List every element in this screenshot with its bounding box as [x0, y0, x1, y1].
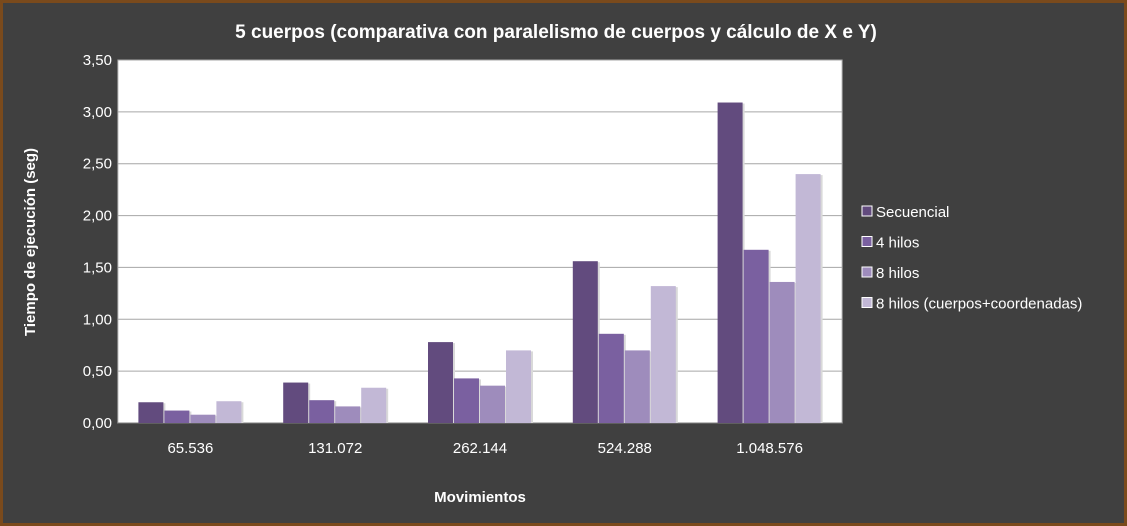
- y-axis-label: Tiempo de ejecución (seg): [22, 148, 39, 336]
- y-tick-label: 1,50: [83, 259, 112, 276]
- bar: [428, 342, 453, 423]
- bar: [650, 286, 676, 423]
- y-tick-label: 2,50: [83, 156, 112, 173]
- x-tick-label: 131.072: [308, 440, 362, 457]
- y-tick-label: 0,00: [83, 415, 112, 432]
- y-tick-label: 0,50: [83, 363, 112, 380]
- x-tick-label: 262.144: [453, 440, 507, 457]
- legend-swatch: [861, 236, 873, 247]
- bar: [624, 350, 650, 423]
- x-axis-label: Movimientos: [434, 489, 526, 506]
- legend-label: 8 hilos (cuerpos+coordenadas): [876, 296, 1082, 313]
- bar: [138, 402, 164, 423]
- legend-label: Secuencial: [876, 204, 949, 221]
- x-tick-label: 1.048.576: [736, 440, 803, 457]
- y-axis-ticks: 0,00 0,50 1,00 1,50 2,00 2,50 3,00 3,50: [83, 52, 112, 432]
- y-tick-label: 3,50: [83, 52, 112, 69]
- legend-swatch: [861, 205, 873, 217]
- legend: Secuencial 4 hilos 8 hilos 8 hilos (cuerpos…: [861, 204, 1082, 313]
- y-tick-label: 2,00: [83, 208, 112, 225]
- x-tick-label: 65.536: [167, 440, 213, 457]
- legend-swatch: [861, 266, 873, 278]
- bar: [216, 401, 242, 423]
- bar: [795, 174, 821, 423]
- bar: [480, 385, 505, 423]
- bar: [309, 400, 335, 423]
- legend-swatch: [861, 297, 873, 308]
- bar: [506, 350, 531, 423]
- bar: [361, 387, 387, 423]
- y-tick-label: 3,00: [83, 104, 112, 121]
- bar: [717, 102, 743, 423]
- y-tick-label: 1,00: [83, 311, 112, 328]
- legend-label: 4 hilos: [876, 235, 919, 252]
- bar: [743, 249, 769, 423]
- bar: [335, 406, 361, 423]
- x-axis-ticks: 65.536 131.072 262.144 524.288 1.048.576: [167, 440, 803, 457]
- bar: [769, 281, 795, 423]
- chart-title: 5 cuerpos (comparativa con paralelismo d…: [235, 22, 877, 43]
- legend-label: 8 hilos: [876, 265, 919, 282]
- bars: [138, 102, 823, 423]
- bar: [164, 410, 190, 423]
- bar: [454, 378, 479, 423]
- bar: [283, 382, 309, 423]
- bar: [598, 333, 624, 423]
- bar: [190, 414, 216, 423]
- x-tick-label: 524.288: [598, 440, 652, 457]
- bar: [572, 261, 598, 423]
